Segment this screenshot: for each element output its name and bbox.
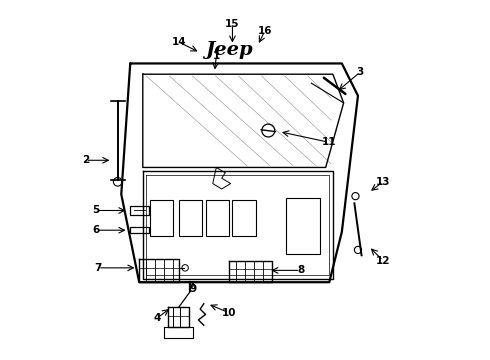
Bar bbox=[129, 227, 149, 233]
Text: 11: 11 bbox=[322, 138, 337, 147]
Text: 5: 5 bbox=[93, 206, 100, 216]
Text: 13: 13 bbox=[376, 177, 391, 187]
Text: 10: 10 bbox=[221, 308, 236, 318]
Text: 1: 1 bbox=[213, 51, 220, 61]
Text: 16: 16 bbox=[257, 26, 272, 36]
Bar bbox=[129, 206, 149, 215]
Text: 3: 3 bbox=[356, 67, 364, 77]
Bar bbox=[205, 200, 229, 235]
Text: 9: 9 bbox=[190, 284, 196, 294]
Text: 6: 6 bbox=[93, 225, 100, 235]
Text: 2: 2 bbox=[82, 155, 89, 165]
Text: 14: 14 bbox=[172, 37, 186, 47]
Text: 4: 4 bbox=[153, 313, 161, 323]
Bar bbox=[150, 200, 173, 235]
Bar bbox=[286, 198, 320, 253]
Text: 7: 7 bbox=[94, 263, 101, 273]
Text: 15: 15 bbox=[225, 19, 240, 29]
Text: Jeep: Jeep bbox=[205, 41, 253, 59]
Text: 12: 12 bbox=[376, 256, 391, 266]
Bar bbox=[179, 200, 202, 235]
Bar bbox=[232, 200, 256, 235]
Text: 8: 8 bbox=[297, 265, 304, 275]
